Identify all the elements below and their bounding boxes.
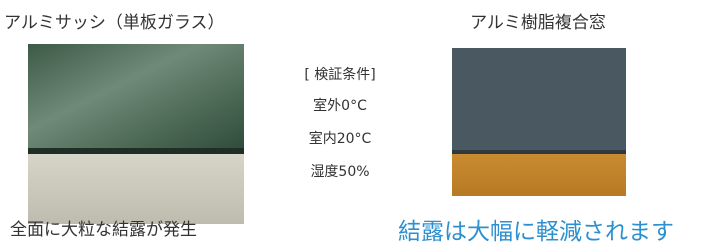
page: {"left": {"title": "アルミサッシ（単板ガラス）", "cap… [0, 0, 719, 248]
left-photo [28, 44, 244, 224]
left-title: アルミサッシ（単板ガラス） [4, 8, 225, 33]
condition: 室外0°C [280, 95, 400, 115]
condition: 室内20°C [280, 128, 400, 148]
right-photo [452, 48, 626, 196]
condition: 湿度50% [280, 161, 400, 181]
right-caption: 結露は大幅に軽減されます [398, 212, 674, 246]
right-title: アルミ樹脂複合窓 [448, 8, 628, 33]
conditions-heading: [ 検証条件] [280, 64, 400, 84]
left-caption: 全面に大粒な結露が発生 [10, 215, 197, 240]
